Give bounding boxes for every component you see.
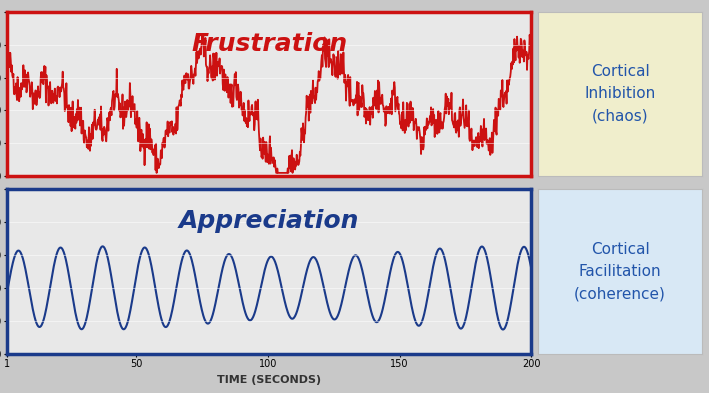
Text: Appreciation: Appreciation xyxy=(179,209,359,233)
Text: Cortical
Facilitation
(coherence): Cortical Facilitation (coherence) xyxy=(574,242,666,301)
X-axis label: TIME (SECONDS): TIME (SECONDS) xyxy=(217,375,321,385)
Text: Cortical
Inhibition
(chaos): Cortical Inhibition (chaos) xyxy=(584,64,656,124)
Text: Frustration: Frustration xyxy=(191,31,347,55)
